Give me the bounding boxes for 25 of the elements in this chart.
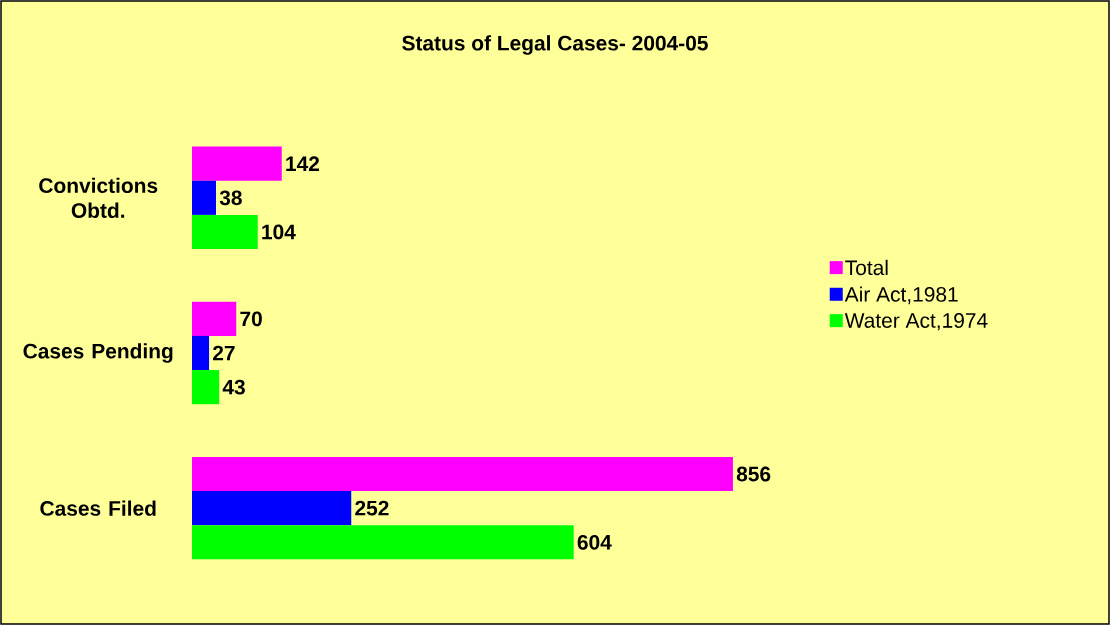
bar: [192, 146, 282, 181]
data-label: 252: [355, 500, 389, 516]
legend-label: Air Act,1981: [844, 286, 958, 305]
data-label: 27: [212, 345, 235, 361]
bar: [192, 456, 733, 492]
data-label: 104: [262, 224, 296, 240]
data-label: 38: [219, 190, 242, 206]
data-label: 70: [240, 311, 262, 327]
y-tick-label: Cases Pending: [23, 343, 173, 363]
legend-label: Water Act,1974: [844, 313, 988, 331]
bar: [192, 370, 220, 405]
y-tick-label: Convictions Obtd.: [39, 177, 158, 218]
y-tick-label: Cases Filed: [40, 500, 156, 516]
legend-label: Total: [845, 259, 888, 276]
bar: [192, 214, 258, 250]
bar: [192, 491, 352, 526]
data-label: 856: [736, 466, 771, 482]
data-label: 43: [222, 379, 245, 395]
bar: [192, 335, 210, 371]
data-label: 142: [286, 156, 320, 171]
bar: [192, 525, 574, 560]
chart-title: Status of Legal Cases- 2004-05: [402, 35, 708, 55]
bar: [192, 301, 237, 336]
data-label: 604: [577, 534, 612, 550]
bar: [192, 180, 217, 215]
